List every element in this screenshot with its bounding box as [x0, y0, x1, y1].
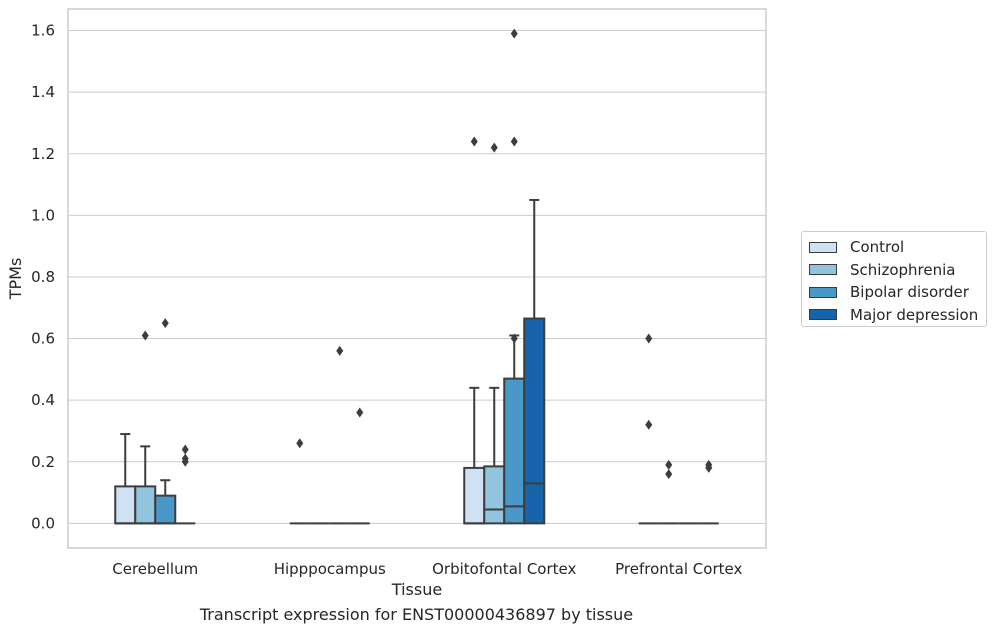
- box: [523, 317, 546, 525]
- y-axis-label: TPMs: [6, 258, 25, 301]
- outlier-point: [645, 419, 653, 430]
- legend-label: Major depression: [850, 305, 979, 324]
- box: [483, 465, 506, 525]
- box: [154, 494, 177, 525]
- outlier-point: [141, 330, 149, 341]
- y-tick-label: 0.8: [31, 268, 55, 286]
- x-axis-label: Tissue: [391, 580, 442, 599]
- outlier-point: [181, 456, 189, 467]
- x-tick-label: Cerebellum: [112, 560, 198, 578]
- outlier-point: [181, 444, 189, 455]
- legend-swatch-schizophrenia: [809, 264, 837, 276]
- plot-frame: [67, 8, 767, 549]
- outlier-point: [665, 459, 673, 470]
- box: [503, 377, 526, 525]
- outlier-point: [490, 142, 498, 153]
- outlier-point: [705, 462, 713, 473]
- y-tick-label: 1.6: [31, 22, 55, 40]
- x-tick-label: Prefrontal Cortex: [615, 560, 742, 578]
- outlier-point: [296, 438, 304, 449]
- box: [463, 466, 486, 525]
- legend-label: Bipolar disorder: [850, 283, 969, 302]
- y-tick-label: 0.0: [31, 514, 55, 532]
- y-tick-label: 0.2: [31, 453, 55, 471]
- x-tick-label: Orbitofontal Cortex: [432, 560, 576, 578]
- outlier-point: [665, 469, 673, 480]
- legend: Control Schizophrenia Bipolar disorder M…: [801, 231, 987, 327]
- y-tick-label: 1.0: [31, 206, 55, 224]
- box: [134, 485, 157, 525]
- chart-caption: Transcript expression for ENST0000043689…: [199, 605, 634, 624]
- x-tick-label: Hipppocampus: [274, 560, 386, 578]
- legend-swatch-control: [809, 241, 837, 253]
- legend-swatch-bipolar-disorder: [809, 286, 837, 298]
- legend-label: Schizophrenia: [850, 260, 956, 279]
- y-tick-label: 0.4: [31, 391, 55, 409]
- box: [114, 485, 137, 525]
- y-tick-label: 1.2: [31, 145, 55, 163]
- outlier-point: [470, 136, 478, 147]
- outlier-point: [645, 333, 653, 344]
- y-tick-label: 1.4: [31, 83, 55, 101]
- outlier-point: [510, 333, 518, 344]
- legend-swatch-major-depression: [809, 309, 837, 321]
- legend-item-major-depression: Major depression: [809, 304, 986, 327]
- outlier-point: [510, 28, 518, 39]
- outlier-point: [356, 407, 364, 418]
- legend-label: Control: [850, 238, 905, 257]
- outlier-point: [510, 136, 518, 147]
- legend-item-schizophrenia: Schizophrenia: [809, 259, 986, 282]
- outlier-point: [336, 345, 344, 356]
- y-tick-label: 0.6: [31, 330, 55, 348]
- legend-item-control: Control: [809, 236, 986, 259]
- outlier-point: [161, 318, 169, 329]
- legend-item-bipolar-disorder: Bipolar disorder: [809, 281, 986, 304]
